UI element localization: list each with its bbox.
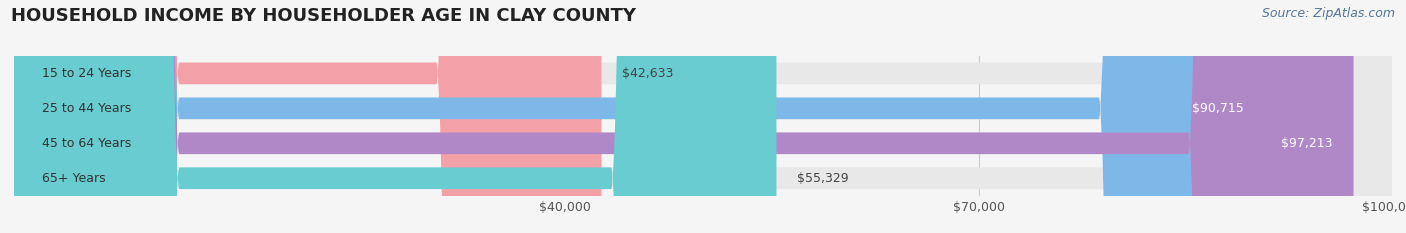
FancyBboxPatch shape (14, 0, 776, 233)
Text: $90,715: $90,715 (1192, 102, 1243, 115)
Text: 45 to 64 Years: 45 to 64 Years (42, 137, 131, 150)
FancyBboxPatch shape (14, 0, 1392, 233)
Text: 25 to 44 Years: 25 to 44 Years (42, 102, 131, 115)
FancyBboxPatch shape (14, 0, 602, 233)
FancyBboxPatch shape (14, 0, 1392, 233)
FancyBboxPatch shape (14, 0, 1264, 233)
Text: $97,213: $97,213 (1281, 137, 1333, 150)
Text: 65+ Years: 65+ Years (42, 172, 105, 185)
FancyBboxPatch shape (14, 0, 1354, 233)
Text: 15 to 24 Years: 15 to 24 Years (42, 67, 131, 80)
Text: HOUSEHOLD INCOME BY HOUSEHOLDER AGE IN CLAY COUNTY: HOUSEHOLD INCOME BY HOUSEHOLDER AGE IN C… (11, 7, 637, 25)
FancyBboxPatch shape (14, 0, 1392, 233)
Text: Source: ZipAtlas.com: Source: ZipAtlas.com (1261, 7, 1395, 20)
Text: $42,633: $42,633 (623, 67, 673, 80)
Text: $55,329: $55,329 (797, 172, 849, 185)
FancyBboxPatch shape (14, 0, 1392, 233)
